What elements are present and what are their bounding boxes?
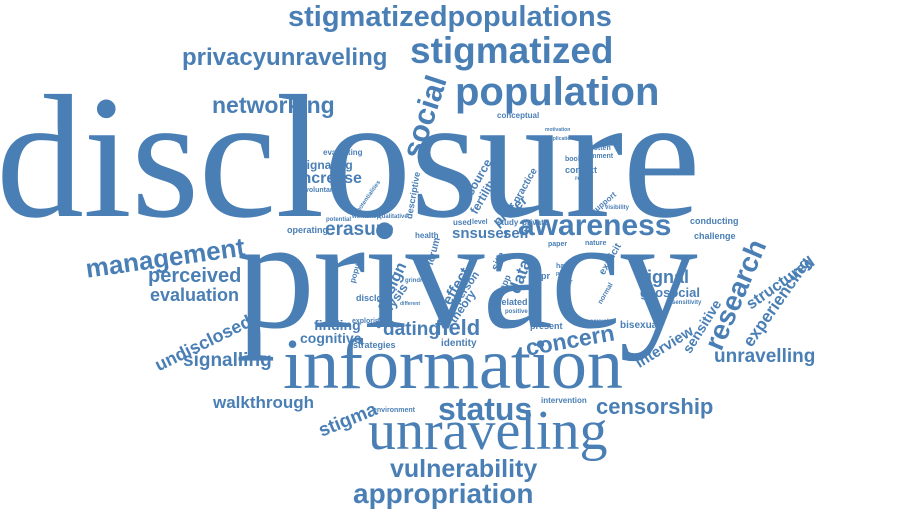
word-identity: identity — [441, 338, 477, 349]
word-dating: dating — [383, 319, 440, 340]
word-profile: profile — [556, 271, 572, 277]
word-geosocial: geosocial — [640, 285, 700, 300]
word-evaluating: evaluating — [323, 148, 363, 157]
word-snsuser: snsuser — [452, 225, 510, 242]
word-information: information — [283, 324, 623, 404]
word-related: related — [498, 297, 528, 307]
word-signal: signal — [637, 267, 690, 287]
word-private: private — [522, 218, 549, 227]
word-positive: positive — [505, 309, 528, 315]
word-gdpr: gdpr — [530, 271, 550, 281]
word-exploring: exploring — [352, 318, 384, 325]
word-status: status — [438, 391, 533, 427]
word-conceptual: conceptual — [497, 111, 540, 120]
word-privacyunraveling: privacyunraveling — [182, 44, 388, 71]
word-different: different — [400, 301, 420, 307]
word-self: self — [503, 225, 529, 242]
word-present: present — [530, 321, 563, 331]
word-forgotten: forgotten — [580, 145, 611, 152]
word-sensitivity: sensitivity — [672, 300, 702, 306]
word-increase: increase — [297, 170, 362, 187]
word-voluntary: voluntary — [305, 187, 337, 194]
word-disclose: disclose — [356, 293, 393, 303]
word-perceived: perceived — [148, 265, 242, 287]
word-application: application — [547, 136, 574, 142]
word-evaluation: evaluation — [150, 285, 240, 305]
word-cognitive: cognitive — [300, 330, 362, 346]
word-potential: potential — [326, 217, 351, 223]
word-strategies: strategies — [353, 340, 396, 350]
word-health: health — [415, 231, 439, 240]
word-walkthrough: walkthrough — [213, 393, 315, 412]
word-visibility: visibility — [605, 205, 630, 211]
word-nature: nature — [585, 240, 607, 247]
word-appropriation: appropriation — [353, 478, 534, 509]
word-privacy: privacy — [236, 187, 698, 362]
word-networking: networking — [212, 92, 335, 118]
word-environment: environment — [373, 407, 416, 414]
word-intervention: intervention — [541, 396, 587, 405]
word-operating: operating — [287, 225, 329, 235]
word-signalling: signalling — [183, 350, 272, 371]
word-bisexual: bisexual — [620, 320, 661, 331]
word-unraveling: unraveling — [368, 400, 608, 462]
word-grindr: grindr — [405, 278, 423, 284]
word-level: level — [472, 219, 488, 226]
word-stigmatized: stigmatized — [410, 30, 614, 71]
word-motivation: motivation — [545, 127, 571, 133]
word-finding: finding — [314, 317, 361, 333]
word-stigmatizedpopulations: stigmatizedpopulations — [288, 1, 612, 33]
word-field: field — [435, 315, 481, 340]
word-awareness: awareness — [518, 209, 672, 242]
word-study: study — [497, 218, 519, 227]
word-paper: paper — [548, 241, 568, 248]
word-bookup: bookup — [565, 156, 591, 163]
word-used: used — [453, 218, 472, 227]
word-qualitative: qualitative — [378, 214, 408, 220]
word-vulnerability: vulnerability — [390, 455, 538, 483]
word-population: population — [455, 70, 660, 114]
word-have: have — [556, 263, 572, 270]
word-workshop: workshop — [352, 214, 381, 220]
word-unravelling: unravelling — [714, 346, 816, 367]
word-sexual: sexual — [590, 319, 609, 325]
word-erasure: erasure — [325, 219, 394, 240]
word-challenge: challenge — [694, 231, 736, 241]
word-censorship: censorship — [596, 394, 714, 419]
word-context: context — [565, 165, 598, 175]
word-disclosure: disclosure — [0, 60, 701, 255]
word-report: report — [575, 176, 593, 182]
word-signaling: signaling — [300, 158, 353, 172]
word-conducting: conducting — [690, 216, 739, 226]
word-comment: comment — [582, 153, 614, 160]
